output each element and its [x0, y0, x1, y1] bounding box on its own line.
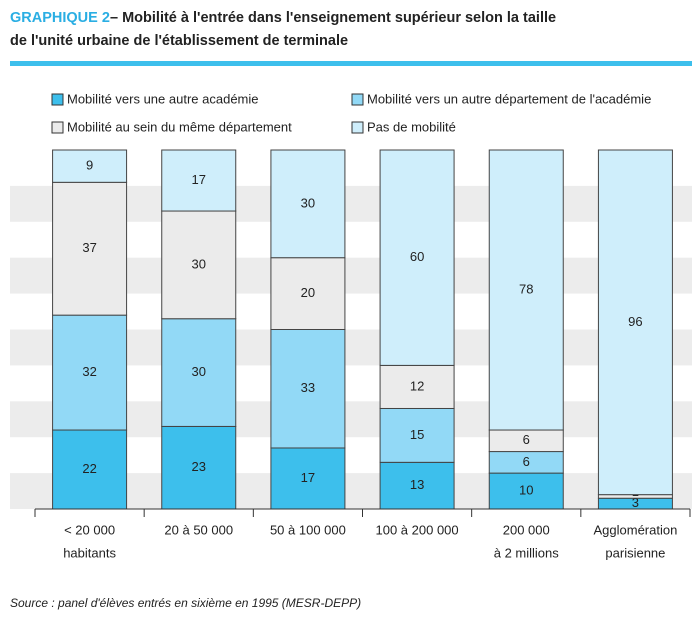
legend-label: Mobilité vers une autre académie [67, 91, 259, 106]
x-tick-label: 200 000 [503, 522, 550, 537]
data-label: 15 [410, 427, 424, 442]
data-label: 6 [523, 432, 530, 447]
bar-segment [379, 461, 455, 510]
legend-swatch [51, 93, 64, 106]
bar-segment [379, 364, 455, 409]
data-label: 30 [192, 256, 206, 271]
data-label: 30 [301, 195, 315, 210]
bar-segment [52, 149, 128, 183]
chart-label: GRAPHIQUE 2 [10, 10, 110, 26]
bar-segment [270, 329, 346, 449]
data-label: 20 [301, 285, 315, 300]
data-label: 6 [523, 454, 530, 469]
legend-swatch [51, 121, 64, 134]
bar-segment [597, 149, 673, 496]
x-tick-label: à 2 millions [494, 545, 560, 560]
x-tick-label: < 20 000 [64, 522, 115, 537]
data-label: 78 [519, 281, 533, 296]
x-tick-label: 20 à 50 000 [164, 522, 233, 537]
data-label: 32 [82, 364, 96, 379]
chart-title: de l'unité urbaine de l'établissement de… [10, 33, 348, 49]
x-tick-label: 100 à 200 000 [376, 522, 459, 537]
bar-segment [161, 149, 237, 212]
data-label: 10 [519, 482, 533, 497]
data-label: 12 [410, 378, 424, 393]
legend-label: Mobilité vers un autre département de l'… [367, 91, 651, 106]
bar-segment [270, 149, 346, 259]
bar-segment [270, 447, 346, 510]
source: Source : panel d'élèves entrés en sixièm… [10, 596, 361, 610]
chart-title: – Mobilité à l'entrée dans l'enseignemen… [110, 10, 556, 26]
data-label: 9 [86, 158, 93, 173]
x-tick-label: 50 à 100 000 [270, 522, 346, 537]
top-rule [10, 61, 692, 66]
x-tick-label: Agglomération [594, 522, 678, 537]
data-label: 3 [632, 495, 639, 510]
bar-segment [379, 149, 455, 366]
bar-segment [52, 314, 128, 431]
data-label: 30 [192, 364, 206, 379]
bar-segment [488, 149, 564, 431]
data-label: 17 [301, 470, 315, 485]
data-label: 60 [410, 249, 424, 264]
legend-swatch [351, 121, 364, 134]
bar-segment [488, 472, 564, 510]
bar-segment [379, 407, 455, 463]
data-label: 96 [628, 314, 642, 329]
legend-label: Mobilité au sein du même département [67, 119, 292, 134]
data-label: 22 [82, 461, 96, 476]
bar-segment [52, 181, 128, 316]
x-tick-label: habitants [63, 545, 116, 560]
data-label: 33 [301, 380, 315, 395]
data-label: 23 [192, 459, 206, 474]
bar-segment [270, 257, 346, 331]
legend-label: Pas de mobilité [367, 119, 456, 134]
bar-segment [52, 429, 128, 510]
x-tick-label: parisienne [605, 545, 665, 560]
bar-segment [161, 318, 237, 427]
data-label: 13 [410, 477, 424, 492]
data-label: 37 [82, 240, 96, 255]
data-label: 17 [192, 172, 206, 187]
legend-swatch [351, 93, 364, 106]
